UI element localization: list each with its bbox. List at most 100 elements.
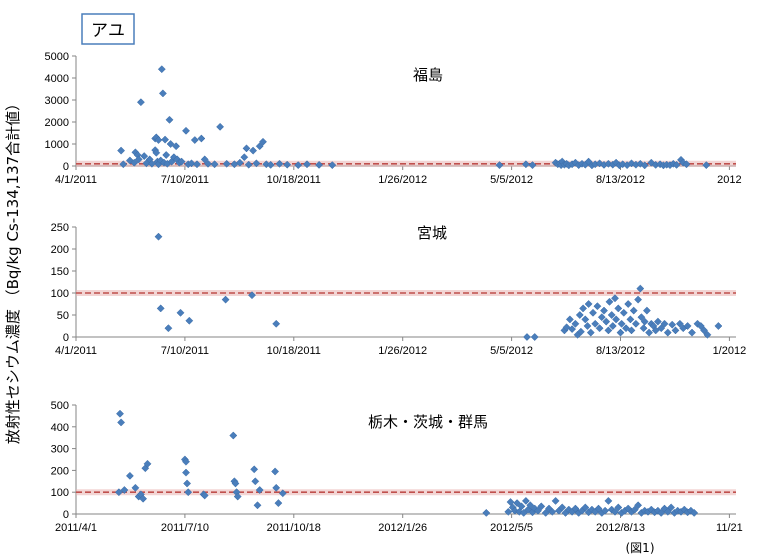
y-tick-label: 100 — [51, 487, 69, 499]
x-tick-label: 2011/4/1 — [55, 522, 97, 534]
data-point — [639, 324, 648, 333]
data-point — [593, 302, 602, 311]
x-tick-label: 8/13/2012 — [596, 174, 645, 186]
x-tick-label: 4/1/2011 — [55, 174, 97, 186]
data-point — [604, 326, 613, 335]
data-point — [672, 160, 681, 169]
data-point — [164, 324, 173, 333]
data-point — [117, 146, 126, 155]
data-point — [682, 160, 691, 169]
y-tick-label: 2000 — [45, 117, 69, 129]
data-point — [688, 328, 696, 337]
data-point — [640, 317, 649, 326]
data-point — [253, 501, 262, 510]
data-point — [271, 467, 280, 476]
data-point — [166, 140, 175, 148]
data-point — [240, 153, 249, 162]
data-point — [139, 494, 148, 503]
data-point — [165, 115, 174, 124]
y-tick-label: 50 — [57, 310, 69, 322]
data-point — [315, 160, 324, 169]
data-point — [611, 507, 619, 516]
data-point — [581, 315, 590, 324]
data-point — [571, 504, 580, 513]
data-point — [182, 126, 190, 135]
data-point — [275, 159, 284, 168]
data-point — [221, 295, 230, 304]
data-point — [611, 294, 619, 303]
y-tick-label: 0 — [63, 161, 69, 173]
data-point — [568, 325, 577, 334]
data-point — [235, 158, 244, 167]
species-label-frame — [81, 13, 135, 45]
x-tick-label: 1/26/2012 — [378, 345, 427, 357]
y-tick-label: 4000 — [45, 73, 69, 85]
panel-title: 福島 — [413, 66, 443, 84]
data-point — [172, 142, 181, 151]
data-point — [690, 508, 699, 517]
data-point — [537, 502, 546, 511]
data-point — [583, 322, 592, 330]
data-point — [671, 326, 680, 335]
data-point — [629, 306, 638, 315]
data-point — [125, 471, 134, 480]
data-point — [657, 324, 666, 333]
x-tick-label: 7/10/2011 — [161, 345, 209, 357]
x-tick-label: 11/21 — [716, 522, 743, 534]
x-tick-label: 8/13/2012 — [596, 345, 645, 357]
data-point — [266, 160, 275, 169]
data-point — [210, 160, 219, 169]
data-point — [636, 284, 645, 293]
data-point — [634, 295, 643, 304]
data-point — [696, 322, 705, 330]
data-point — [575, 311, 584, 319]
data-point — [602, 317, 611, 326]
data-point — [565, 315, 574, 324]
data-point — [528, 161, 537, 170]
data-point — [130, 158, 139, 167]
data-point — [653, 506, 662, 515]
data-point — [521, 160, 530, 169]
data-point — [504, 507, 513, 516]
data-point — [182, 468, 190, 477]
data-point — [595, 324, 604, 333]
data-point — [156, 304, 165, 313]
y-axis-label: 放射性セシウム濃度 （Bq/kg Cs-134,137合計値） — [4, 96, 22, 444]
data-point — [510, 506, 519, 515]
x-tick-label: 2011/7/10 — [161, 522, 209, 534]
x-tick-label: 4/1/2011 — [55, 345, 97, 357]
x-tick-label: 1/26/2012 — [378, 174, 427, 186]
data-point — [616, 328, 625, 337]
data-point — [562, 323, 571, 332]
data-point — [660, 319, 669, 328]
data-point — [541, 508, 550, 517]
y-tick-label: 0 — [63, 332, 69, 344]
data-point — [176, 308, 185, 317]
data-point — [624, 300, 633, 308]
data-point — [204, 159, 212, 168]
data-point — [177, 157, 186, 166]
data-point — [152, 148, 161, 157]
panel-title: 栃木・茨城・群馬 — [368, 413, 488, 431]
data-point — [521, 496, 530, 505]
data-point — [614, 304, 623, 313]
data-point — [513, 499, 522, 508]
data-point — [619, 308, 628, 317]
data-point — [612, 158, 621, 167]
data-point — [184, 488, 193, 497]
data-point — [581, 503, 590, 512]
data-point — [571, 319, 580, 328]
data-point — [595, 159, 604, 168]
data-point — [250, 465, 259, 474]
data-point — [548, 507, 557, 516]
figure-number: (図1) — [626, 541, 655, 555]
data-point — [714, 322, 723, 330]
data-point — [119, 160, 128, 169]
data-point — [200, 155, 209, 164]
data-point — [634, 501, 643, 510]
data-point — [651, 326, 660, 335]
data-point — [579, 304, 588, 313]
data-point — [200, 491, 209, 500]
data-point — [182, 457, 190, 466]
data-point — [534, 506, 542, 515]
